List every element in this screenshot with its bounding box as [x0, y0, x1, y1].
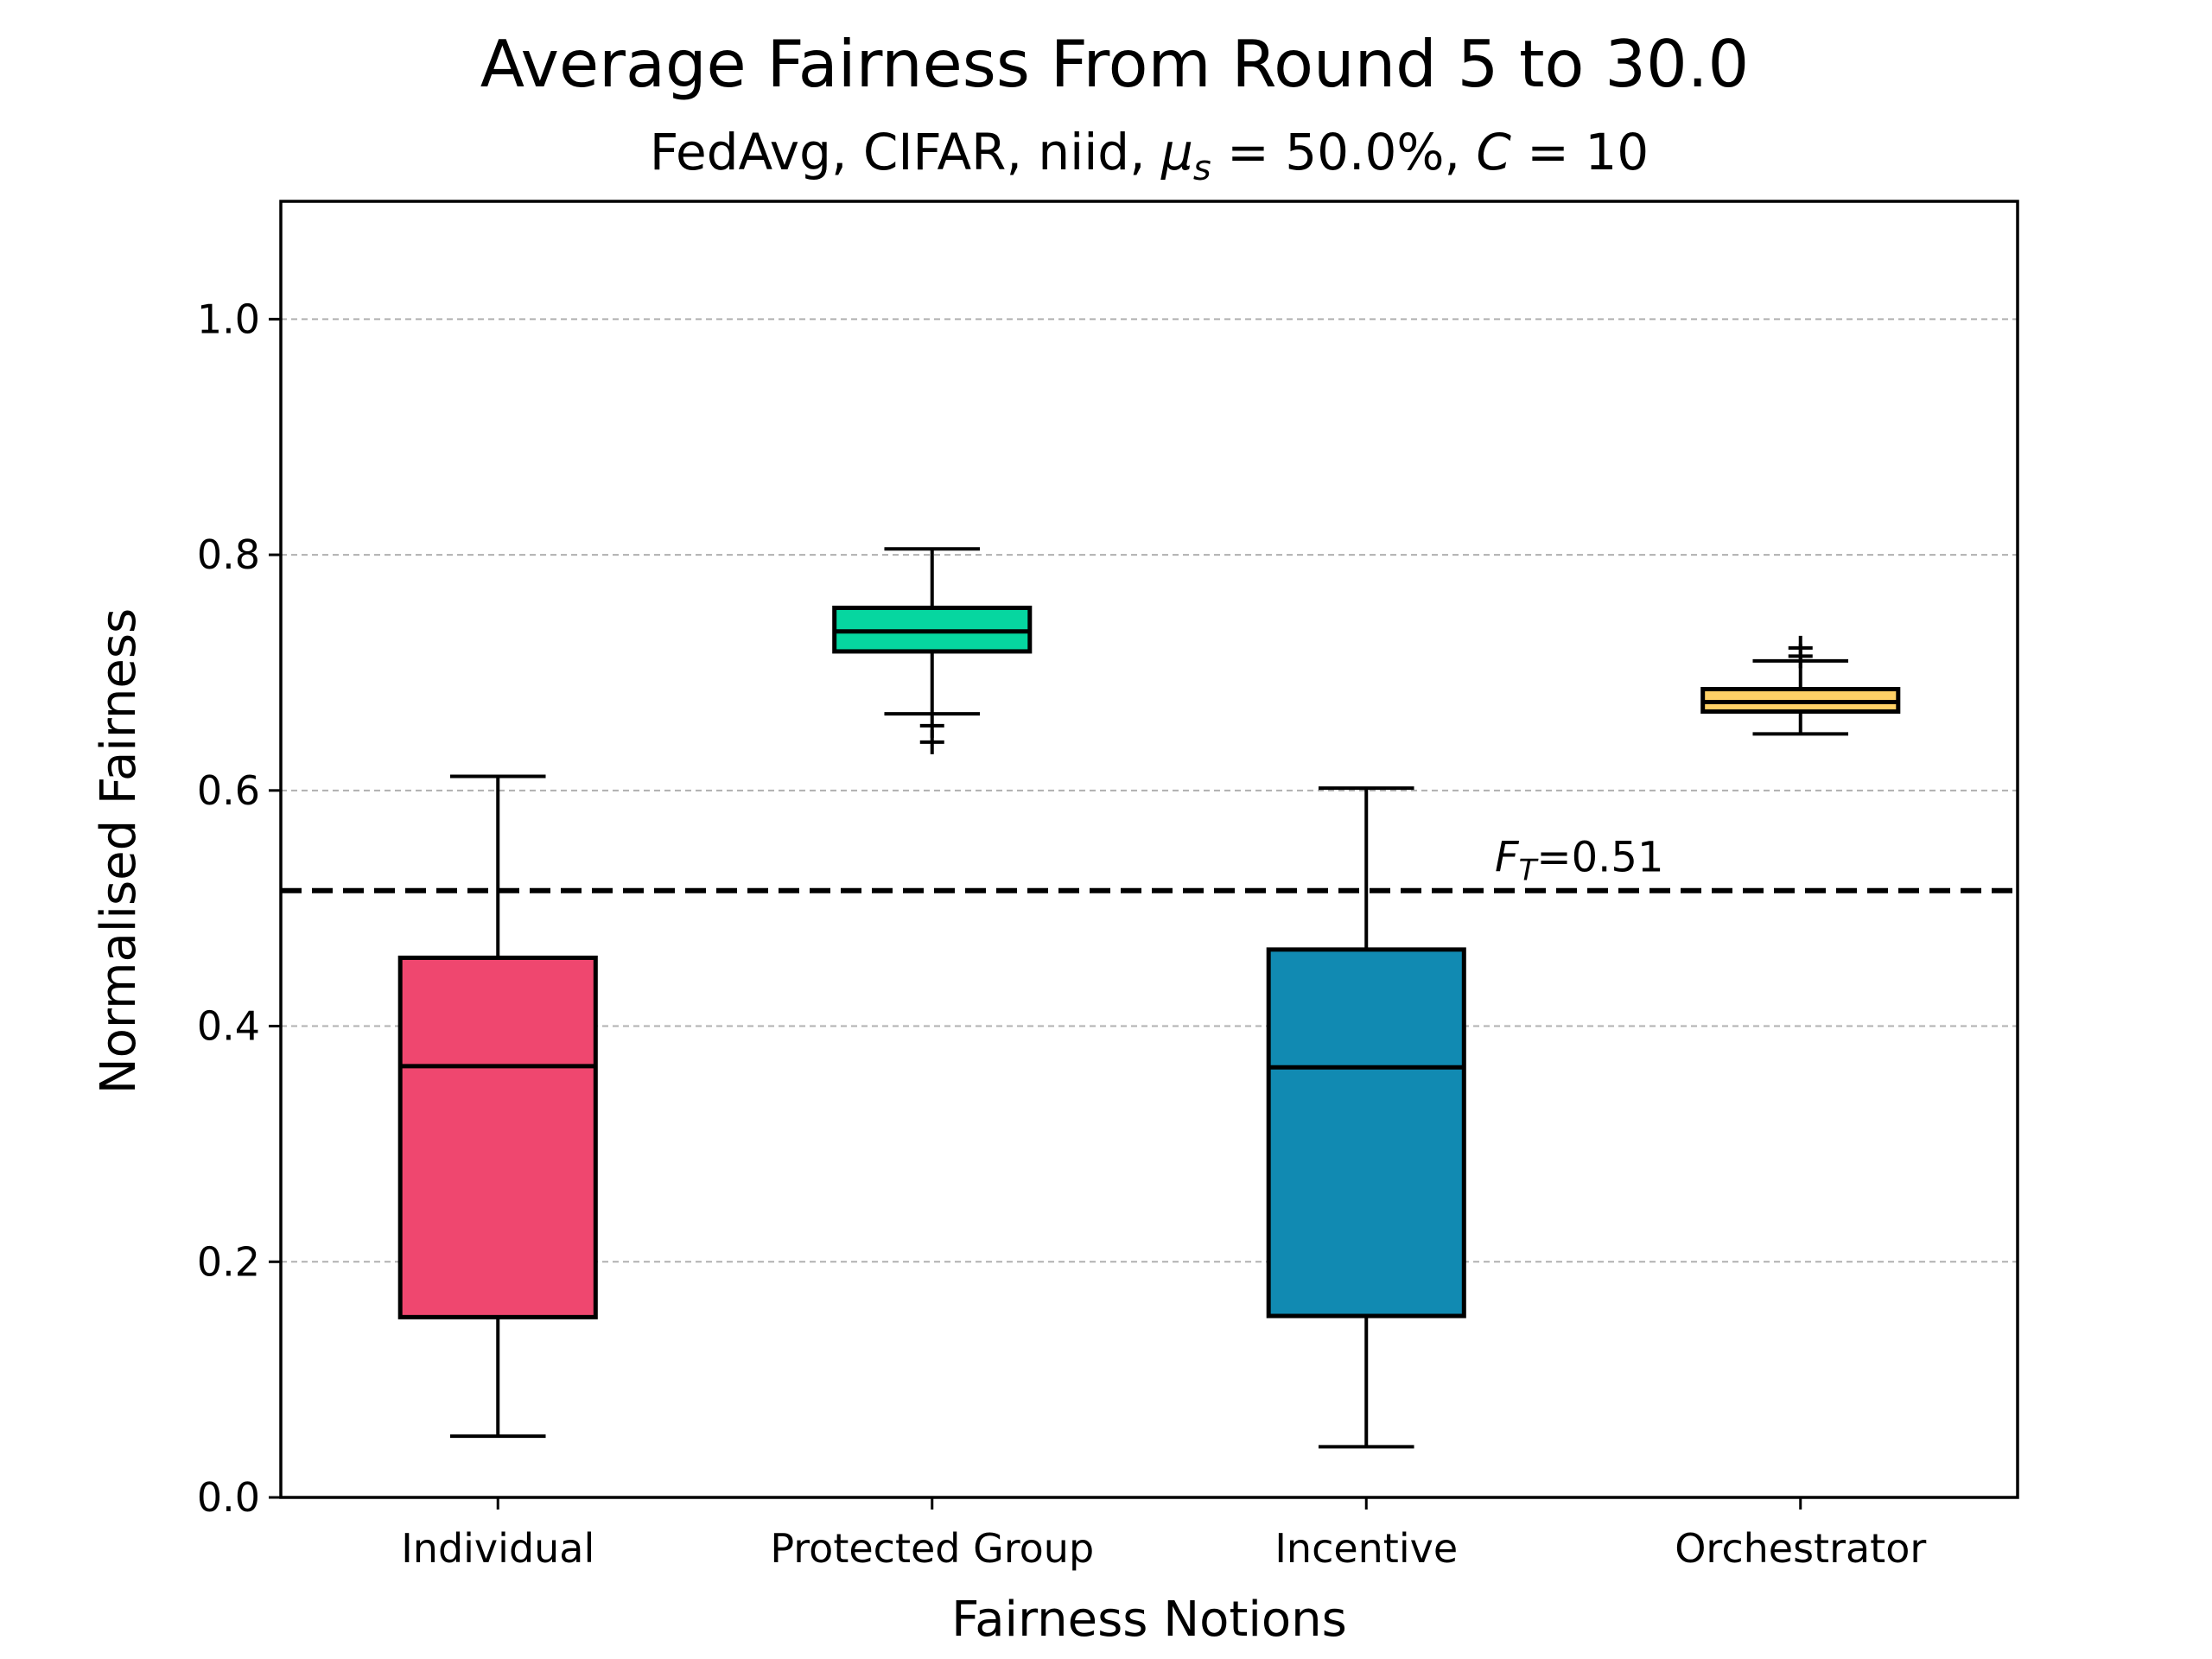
x-tick-label: Protected Group — [770, 1525, 1094, 1572]
chart-subtitle: FedAvg, CIFAR, niid, μs = 50.0%, C = 10 — [650, 123, 1649, 188]
box-body — [397, 955, 598, 1319]
box-incentive — [1266, 786, 1466, 1449]
x-tick-label: Incentive — [1274, 1525, 1458, 1572]
y-tick-label: 0.6 — [197, 767, 260, 814]
x-tick-label: Individual — [401, 1525, 594, 1572]
outlier-marker — [919, 729, 944, 754]
plot-frame — [279, 200, 2019, 1499]
threshold-label: FT=0.51 — [1495, 834, 1663, 888]
y-tick-label: 0.2 — [197, 1238, 260, 1285]
box-individual — [397, 774, 598, 1439]
y-tick-label: 0.0 — [197, 1474, 260, 1521]
x-axis-title: Fairness Notions — [951, 1592, 1347, 1648]
x-tick-label: Orchestrator — [1675, 1525, 1926, 1572]
x-axis-ticks: Individual Protected Group Incentive Orches… — [401, 1497, 1926, 1572]
boxes-group — [397, 547, 1901, 1449]
box-protected-group — [832, 547, 1033, 754]
y-tick-label: 0.4 — [197, 1003, 260, 1050]
chart-title: Average Fairness From Round 5 to 30.0 — [480, 26, 1750, 102]
box-body — [1266, 947, 1466, 1319]
outlier-marker — [1788, 644, 1813, 669]
y-tick-label: 1.0 — [197, 296, 260, 342]
y-tick-label: 0.8 — [197, 531, 260, 578]
box-orchestrator — [1700, 635, 1901, 736]
y-axis-ticks: 0.0 0.2 0.4 0.6 0.8 1.0 — [197, 296, 281, 1521]
y-axis-title: Normalised Fairness — [91, 608, 147, 1094]
threshold-group: FT=0.51 — [281, 834, 2018, 893]
